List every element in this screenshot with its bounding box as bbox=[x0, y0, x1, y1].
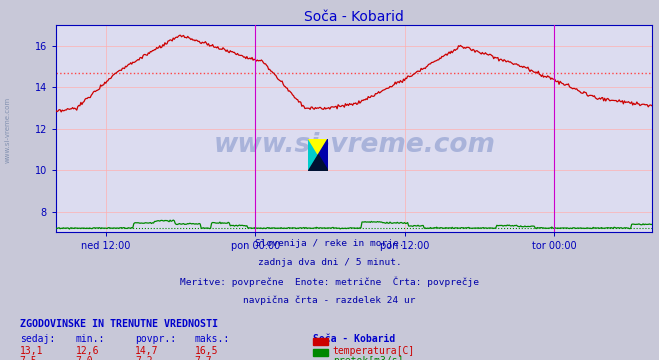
Text: 7,2: 7,2 bbox=[135, 356, 153, 360]
Title: Soča - Kobarid: Soča - Kobarid bbox=[304, 10, 404, 24]
Text: 13,1: 13,1 bbox=[20, 346, 43, 356]
Text: Slovenija / reke in morje.: Slovenija / reke in morje. bbox=[255, 239, 404, 248]
Text: navpična črta - razdelek 24 ur: navpična črta - razdelek 24 ur bbox=[243, 296, 416, 305]
Text: Meritve: povprečne  Enote: metrične  Črta: povprečje: Meritve: povprečne Enote: metrične Črta:… bbox=[180, 277, 479, 287]
Text: 16,5: 16,5 bbox=[194, 346, 218, 356]
Polygon shape bbox=[308, 139, 318, 171]
Text: sedaj:: sedaj: bbox=[20, 334, 55, 344]
Text: povpr.:: povpr.: bbox=[135, 334, 176, 344]
Text: www.si-vreme.com: www.si-vreme.com bbox=[5, 96, 11, 163]
Text: www.si-vreme.com: www.si-vreme.com bbox=[214, 132, 495, 158]
Text: maks.:: maks.: bbox=[194, 334, 229, 344]
Text: 7,7: 7,7 bbox=[194, 356, 212, 360]
Text: Soča - Kobarid: Soča - Kobarid bbox=[313, 334, 395, 344]
Text: temperatura[C]: temperatura[C] bbox=[333, 346, 415, 356]
Text: 7,0: 7,0 bbox=[76, 356, 94, 360]
Text: min.:: min.: bbox=[76, 334, 105, 344]
Text: zadnja dva dni / 5 minut.: zadnja dva dni / 5 minut. bbox=[258, 258, 401, 267]
Text: 7,5: 7,5 bbox=[20, 356, 38, 360]
Polygon shape bbox=[308, 139, 328, 155]
Polygon shape bbox=[308, 155, 328, 171]
Text: pretok[m3/s]: pretok[m3/s] bbox=[333, 356, 403, 360]
Polygon shape bbox=[318, 139, 328, 171]
Text: ZGODOVINSKE IN TRENUTNE VREDNOSTI: ZGODOVINSKE IN TRENUTNE VREDNOSTI bbox=[20, 319, 217, 329]
Text: 12,6: 12,6 bbox=[76, 346, 100, 356]
Text: 14,7: 14,7 bbox=[135, 346, 159, 356]
